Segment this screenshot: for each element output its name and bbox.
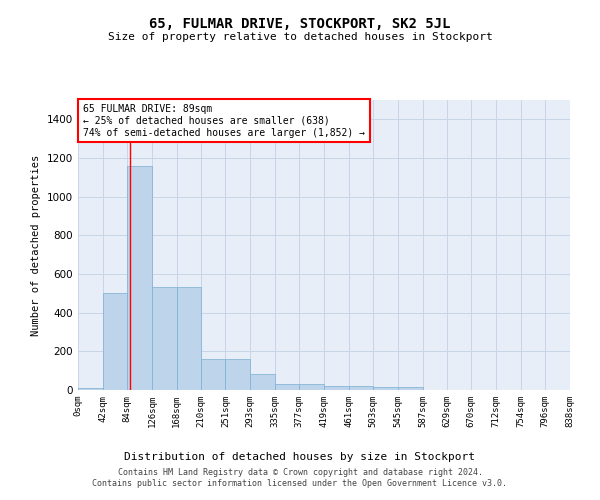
- Bar: [201, 360, 226, 390]
- Bar: [324, 386, 349, 390]
- Bar: [176, 286, 201, 390]
- Text: 65 FULMAR DRIVE: 89sqm
← 25% of detached houses are smaller (638)
74% of semi-de: 65 FULMAR DRIVE: 89sqm ← 25% of detached…: [83, 104, 365, 138]
- Bar: [152, 286, 176, 390]
- Bar: [250, 374, 275, 390]
- Bar: [226, 360, 250, 390]
- Bar: [127, 166, 152, 390]
- Bar: [103, 294, 127, 390]
- Text: Contains HM Land Registry data © Crown copyright and database right 2024.
Contai: Contains HM Land Registry data © Crown c…: [92, 468, 508, 487]
- Bar: [299, 384, 324, 390]
- Y-axis label: Number of detached properties: Number of detached properties: [31, 154, 41, 336]
- Bar: [78, 388, 103, 390]
- Text: 65, FULMAR DRIVE, STOCKPORT, SK2 5JL: 65, FULMAR DRIVE, STOCKPORT, SK2 5JL: [149, 18, 451, 32]
- Bar: [398, 387, 422, 390]
- Bar: [373, 387, 398, 390]
- Bar: [275, 384, 299, 390]
- Bar: [349, 386, 373, 390]
- Text: Distribution of detached houses by size in Stockport: Distribution of detached houses by size …: [125, 452, 476, 462]
- Text: Size of property relative to detached houses in Stockport: Size of property relative to detached ho…: [107, 32, 493, 42]
